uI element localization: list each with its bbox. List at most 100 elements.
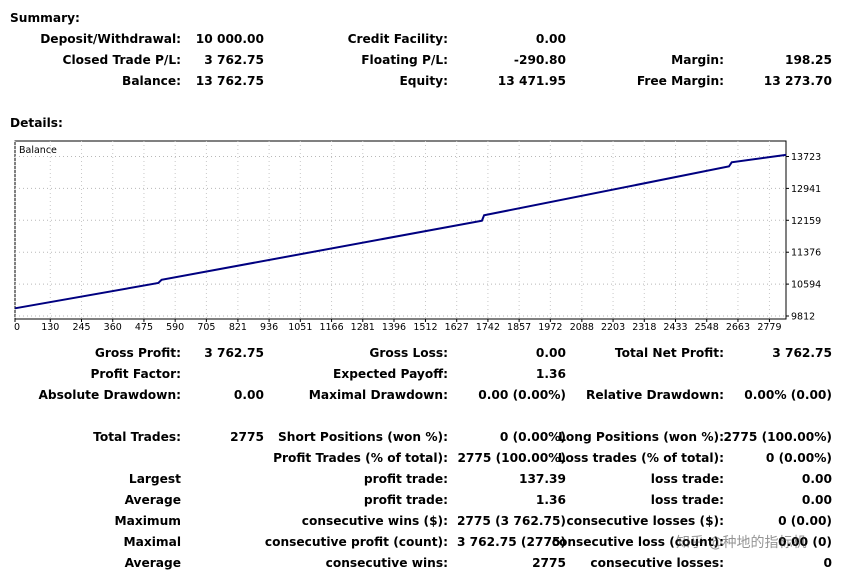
gross-profit-value: 3 762.75 <box>204 346 264 360</box>
x-tick-label: 1972 <box>538 322 562 333</box>
y-tick-label: 13723 <box>791 152 821 163</box>
gross-loss-label: Gross Loss: <box>369 346 448 360</box>
x-tick-label: 2779 <box>757 322 781 333</box>
x-tick-label: 360 <box>104 322 122 333</box>
y-tick-label: 12159 <box>791 216 821 227</box>
x-tick-label: 821 <box>229 322 247 333</box>
x-tick-label: 475 <box>135 322 153 333</box>
y-tick-label: 9812 <box>791 312 815 323</box>
relative-drawdown-value: 0.00% (0.00) <box>744 388 832 402</box>
balance-label: Balance: <box>122 74 181 88</box>
y-tick-label: 11376 <box>791 248 821 259</box>
maximal-drawdown-label: Maximal Drawdown: <box>308 388 448 402</box>
x-tick-label: 245 <box>72 322 90 333</box>
x-tick-label: 0 <box>14 322 20 333</box>
gross-loss-value: 0.00 <box>535 346 566 360</box>
average-loss-trade-value: 0.00 <box>801 493 832 507</box>
x-tick-label: 2203 <box>601 322 625 333</box>
x-tick-label: 2088 <box>570 322 594 333</box>
y-tick-label: 12941 <box>791 184 821 195</box>
long-positions-label: Long Positions (won %): <box>558 430 724 444</box>
x-tick-label: 1512 <box>413 322 437 333</box>
total-net-profit-value: 3 762.75 <box>772 346 832 360</box>
average-profit-trade-value: 1.36 <box>535 493 566 507</box>
maximal-drawdown-value: 0.00 (0.00%) <box>478 388 566 402</box>
x-tick-label: 1627 <box>445 322 469 333</box>
largest-label: Largest <box>128 472 181 486</box>
deposit-value: 10 000.00 <box>195 32 264 46</box>
loss-trades-label: Loss trades (% of total): <box>557 451 724 465</box>
largest-profit-trade-label: profit trade: <box>363 472 448 486</box>
average-label: Average <box>124 493 181 507</box>
average-loss-trade-label: loss trade: <box>650 493 724 507</box>
summary-title: Summary: <box>10 11 80 25</box>
x-tick-label: 1396 <box>382 322 406 333</box>
watermark: 知乎 @种地的指标机 <box>676 535 807 551</box>
expected-payoff-label: Expected Payoff: <box>333 367 448 381</box>
loss-trades-value: 0 (0.00%) <box>765 451 832 465</box>
x-tick-label: 2318 <box>632 322 656 333</box>
balance-value: 13 762.75 <box>195 74 264 88</box>
consecutive-loss-count-value: 0.00 (0) <box>778 535 832 549</box>
short-positions-value: 0 (0.00%) <box>499 430 566 444</box>
profit-factor-label: Profit Factor: <box>90 367 181 381</box>
y-tick-label: 10594 <box>791 280 821 291</box>
total-trades-label: Total Trades: <box>93 430 181 444</box>
credit-value: 0.00 <box>535 32 566 46</box>
total-trades-value: 2775 <box>230 430 264 444</box>
equity-value: 13 471.95 <box>497 74 566 88</box>
avg-consecutive-wins-label: consecutive wins: <box>325 556 448 570</box>
x-tick-label: 936 <box>260 322 278 333</box>
margin-value: 198.25 <box>784 53 832 67</box>
average-consecutive-label: Average <box>124 556 181 570</box>
largest-loss-trade-label: loss trade: <box>650 472 724 486</box>
credit-label: Credit Facility: <box>347 32 448 46</box>
x-tick-label: 1742 <box>476 322 500 333</box>
details-title: Details: <box>10 116 63 130</box>
x-tick-label: 705 <box>197 322 215 333</box>
x-tick-label: 2548 <box>695 322 719 333</box>
free-margin-label: Free Margin: <box>636 74 724 88</box>
average-profit-trade-label: profit trade: <box>363 493 448 507</box>
x-tick-label: 2663 <box>726 322 750 333</box>
avg-consecutive-losses-label: consecutive losses: <box>590 556 724 570</box>
absolute-drawdown-value: 0.00 <box>233 388 264 402</box>
profit-trades-value: 2775 (100.00%) <box>457 451 566 465</box>
floating-pl-label: Floating P/L: <box>361 53 448 67</box>
chart-legend: Balance <box>19 145 57 156</box>
maximal-label: Maximal <box>123 535 182 549</box>
x-tick-label: 1051 <box>288 322 312 333</box>
balance-chart: 9812 10594 11376 12159 12941 13723 0 130 245 360… <box>14 140 821 333</box>
equity-label: Equity: <box>399 74 448 88</box>
gross-profit-label: Gross Profit: <box>94 346 181 360</box>
x-tick-label: 590 <box>166 322 184 333</box>
consecutive-wins-money-value: 2775 (3 762.75) <box>456 514 566 528</box>
avg-consecutive-wins-value: 2775 <box>532 556 566 570</box>
consecutive-loss-count-label: consecutive loss (count): <box>551 535 724 549</box>
maximum-label: Maximum <box>114 514 181 528</box>
free-margin-value: 13 273.70 <box>763 74 832 88</box>
x-tick-label: 2433 <box>663 322 687 333</box>
y-axis-ticks: 9812 10594 11376 12159 12941 13723 <box>786 152 821 323</box>
x-tick-label: 1166 <box>319 322 343 333</box>
consecutive-profit-count-value: 3 762.75 (2775) <box>456 535 566 549</box>
deposit-label: Deposit/Withdrawal: <box>40 32 181 46</box>
consecutive-profit-count-label: consecutive profit (count): <box>264 535 448 549</box>
closed-pl-label: Closed Trade P/L: <box>62 53 181 67</box>
x-tick-label: 1281 <box>351 322 375 333</box>
avg-consecutive-losses-value: 0 <box>823 556 832 570</box>
short-positions-label: Short Positions (won %): <box>278 430 448 444</box>
consecutive-wins-money-label: consecutive wins ($): <box>301 514 448 528</box>
balance-series-line <box>14 153 787 310</box>
x-tick-label: 1857 <box>507 322 531 333</box>
absolute-drawdown-label: Absolute Drawdown: <box>38 388 182 402</box>
total-net-profit-label: Total Net Profit: <box>614 346 724 360</box>
profit-trades-label: Profit Trades (% of total): <box>273 451 448 465</box>
largest-profit-trade-value: 137.39 <box>518 472 566 486</box>
expected-payoff-value: 1.36 <box>535 367 566 381</box>
chart-grid <box>14 141 786 319</box>
long-positions-value: 2775 (100.00%) <box>723 430 832 444</box>
closed-pl-value: 3 762.75 <box>204 53 264 67</box>
margin-label: Margin: <box>671 53 724 67</box>
x-axis-ticks: 0 130 245 360 475 590 705 821 936 1051 1166 1281 139… <box>14 319 782 333</box>
